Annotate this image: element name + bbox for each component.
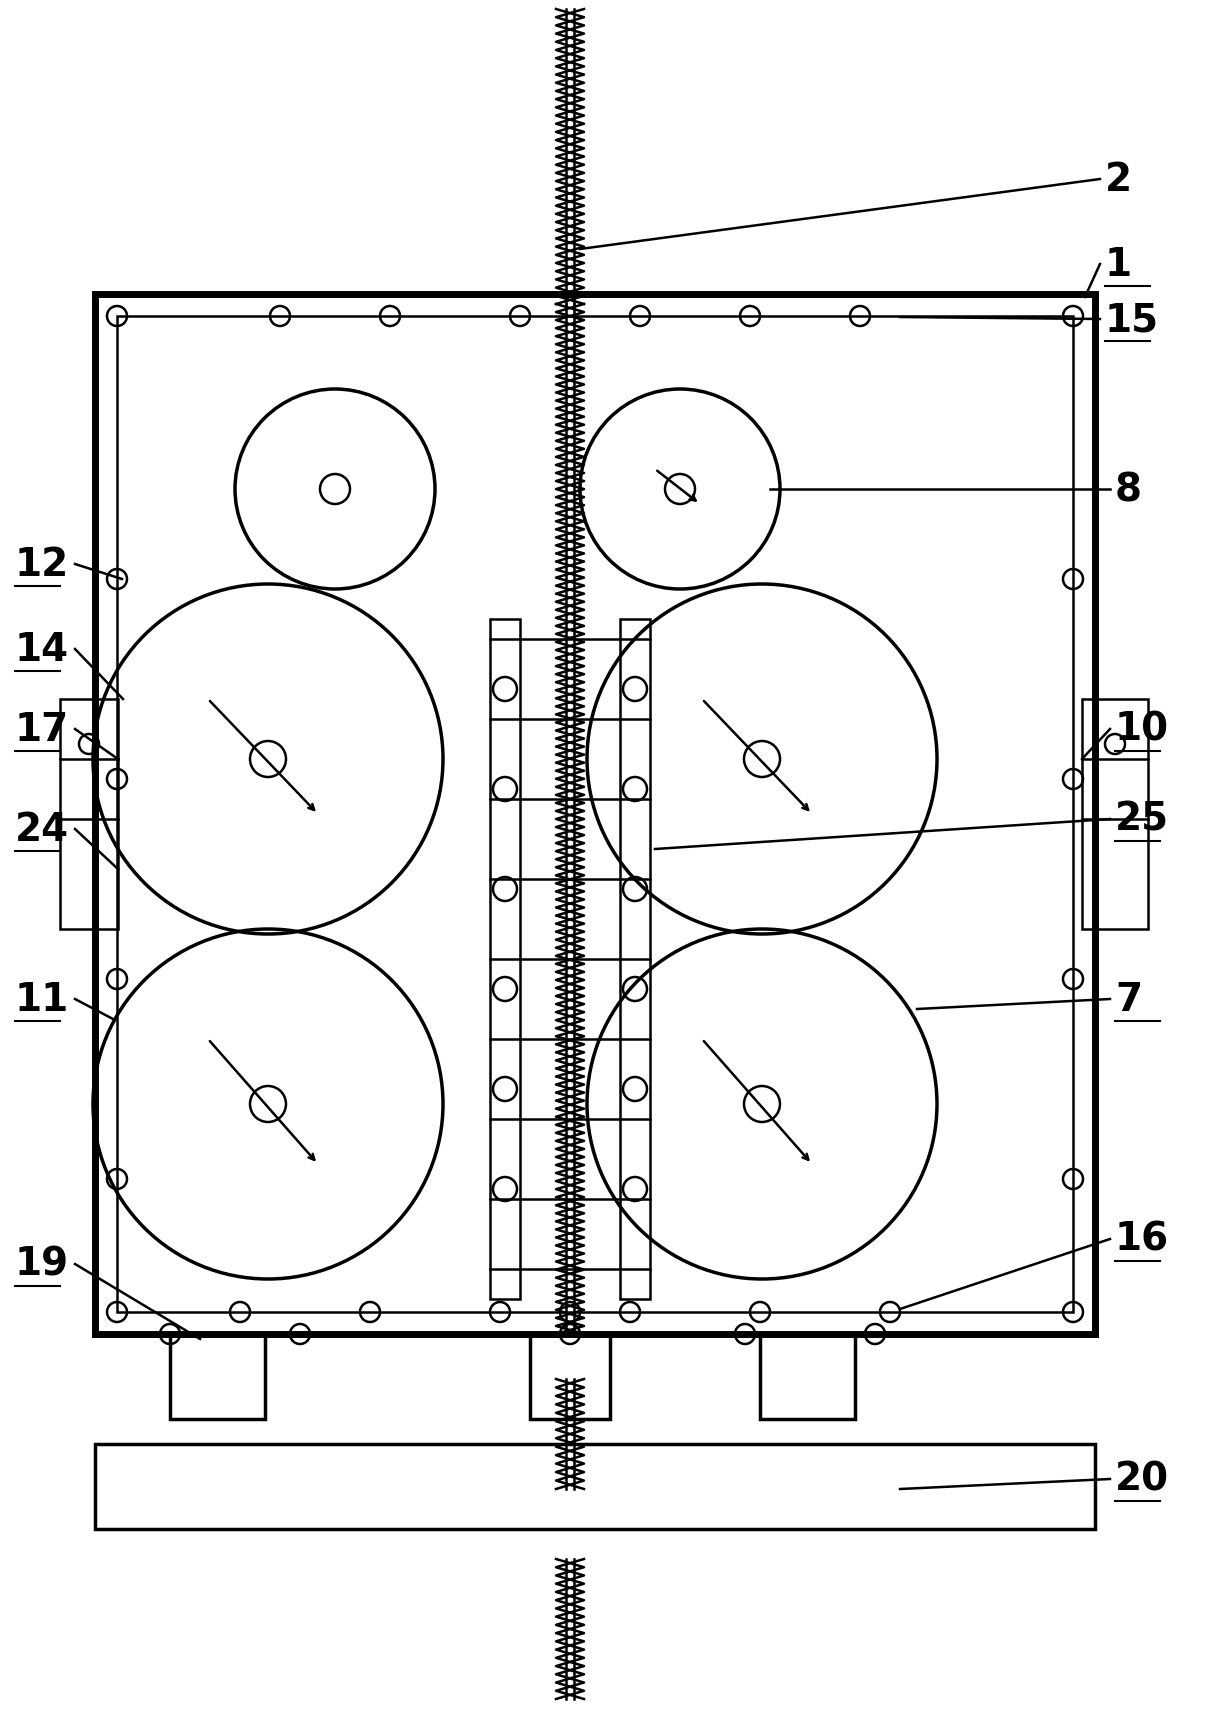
Bar bbox=[95, 295, 1095, 1333]
Text: 25: 25 bbox=[1115, 800, 1169, 838]
Text: 8: 8 bbox=[1115, 471, 1142, 509]
Text: 19: 19 bbox=[15, 1246, 69, 1284]
Text: 7: 7 bbox=[1115, 980, 1142, 1018]
Bar bbox=[1082, 699, 1148, 929]
Text: 12: 12 bbox=[15, 545, 69, 584]
Text: 11: 11 bbox=[15, 980, 69, 1018]
Text: 16: 16 bbox=[1115, 1220, 1169, 1258]
Text: 15: 15 bbox=[1105, 302, 1159, 339]
Bar bbox=[490, 620, 520, 1299]
Text: 14: 14 bbox=[15, 631, 69, 668]
Text: 10: 10 bbox=[1115, 711, 1169, 749]
Bar bbox=[117, 317, 1073, 1313]
Bar bbox=[620, 620, 650, 1299]
Bar bbox=[760, 1333, 855, 1419]
Bar bbox=[60, 699, 118, 929]
Bar bbox=[530, 1333, 610, 1419]
Text: 24: 24 bbox=[15, 811, 69, 848]
Bar bbox=[95, 1445, 1095, 1529]
Text: 1: 1 bbox=[1105, 245, 1132, 285]
Text: 20: 20 bbox=[1115, 1460, 1169, 1498]
Text: 17: 17 bbox=[15, 711, 69, 749]
Bar bbox=[170, 1333, 265, 1419]
Text: 2: 2 bbox=[1105, 161, 1132, 199]
